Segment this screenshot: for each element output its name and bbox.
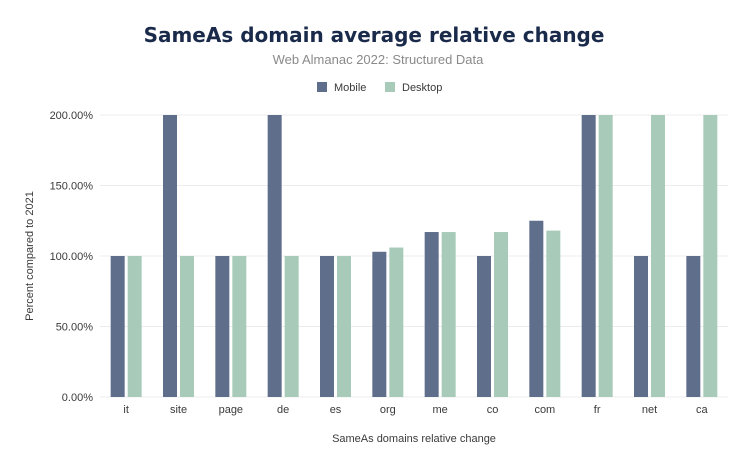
y-tick-label: 50.00% — [56, 322, 94, 334]
bar-desktop-com — [546, 230, 561, 397]
legend-label-desktop: Desktop — [402, 82, 442, 94]
bar-desktop-me — [441, 232, 456, 397]
x-tick-label: com — [534, 404, 555, 416]
legend-swatch-mobile — [317, 82, 327, 92]
bar-mobile-me — [424, 232, 439, 397]
gridlines — [100, 114, 728, 398]
x-axis-categories: it site page de es org me co com fr net ca — [123, 404, 708, 416]
y-tick-label: 200.00% — [50, 110, 94, 122]
bar-mobile-fr — [581, 115, 596, 397]
x-tick-label: ca — [696, 404, 709, 416]
chart-title: SameAs domain average relative change — [144, 23, 605, 47]
x-tick-label: co — [487, 404, 499, 416]
x-tick-label: es — [330, 404, 342, 416]
bar-desktop-ca — [703, 115, 718, 397]
bar-mobile-es — [320, 256, 334, 397]
bar-mobile-it — [110, 256, 125, 397]
bar-mobile-com — [529, 220, 544, 397]
y-tick-label: 150.00% — [50, 181, 94, 193]
x-tick-label: it — [123, 404, 129, 416]
bar-desktop-org — [389, 247, 404, 397]
x-tick-label: de — [277, 404, 289, 416]
bars — [110, 115, 718, 397]
bar-mobile-net — [634, 256, 648, 397]
y-tick-label: 100.00% — [50, 251, 94, 263]
legend-swatch-desktop — [385, 82, 395, 92]
bar-desktop-co — [494, 232, 508, 397]
bar-mobile-ca — [686, 256, 701, 397]
bar-desktop-de — [284, 256, 299, 397]
bar-mobile-de — [267, 115, 282, 397]
x-tick-label: page — [219, 404, 243, 416]
bar-desktop-net — [651, 115, 665, 397]
bar-mobile-org — [372, 251, 387, 397]
legend-label-mobile: Mobile — [334, 82, 366, 94]
bar-desktop-site — [180, 256, 194, 397]
bar-desktop-page — [232, 256, 247, 397]
x-tick-label: fr — [594, 404, 601, 416]
y-axis-label: Percent compared to 2021 — [24, 191, 36, 321]
x-tick-label: me — [433, 404, 448, 416]
bar-mobile-page — [215, 256, 230, 397]
bar-mobile-site — [163, 115, 177, 397]
x-axis-label: SameAs domains relative change — [332, 433, 496, 445]
x-tick-label: site — [170, 404, 187, 416]
bar-mobile-co — [477, 256, 491, 397]
x-tick-label: net — [642, 404, 657, 416]
bar-desktop-fr — [598, 115, 613, 397]
chart-subtitle: Web Almanac 2022: Structured Data — [273, 52, 485, 67]
x-tick-label: org — [380, 404, 396, 416]
y-tick-label: 0.00% — [62, 392, 93, 404]
y-axis-ticks: 0.00% 50.00% 100.00% 150.00% 200.00% — [50, 110, 94, 404]
bar-desktop-es — [337, 256, 351, 397]
bar-desktop-it — [127, 256, 142, 397]
legend: Mobile Desktop — [317, 82, 442, 94]
